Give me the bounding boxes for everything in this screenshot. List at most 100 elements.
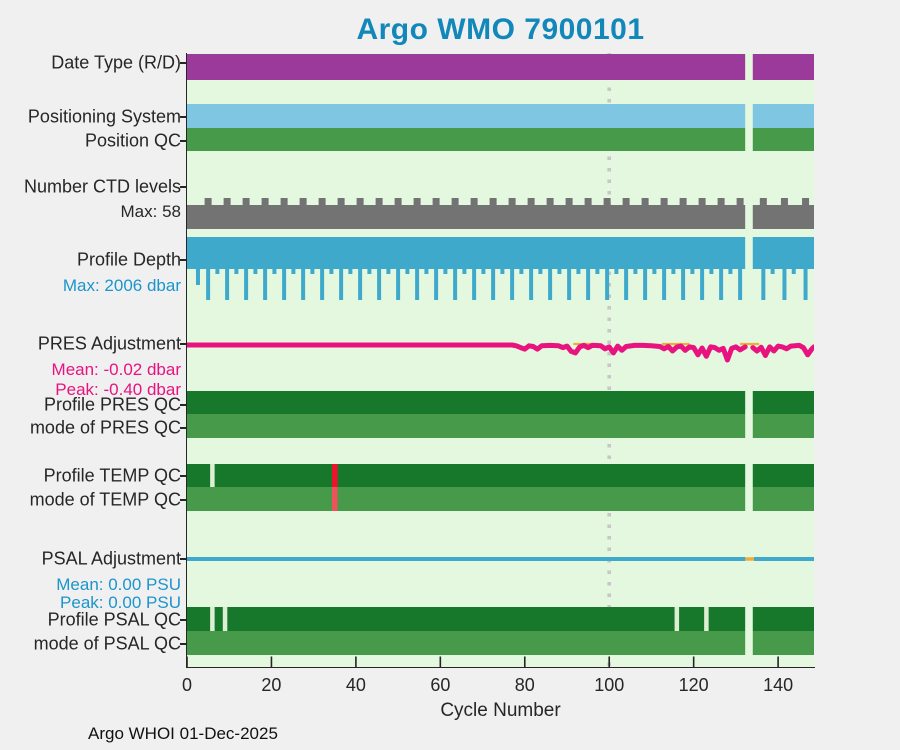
band-profile-pres-qc xyxy=(187,391,814,414)
ctd-bump xyxy=(698,198,706,205)
pres-adjustment-line xyxy=(187,342,748,363)
depth-spike xyxy=(738,269,743,300)
ctd-bump xyxy=(489,198,497,205)
y-tick xyxy=(180,62,186,64)
depth-stub xyxy=(272,269,277,274)
temp-flag-red-mode xyxy=(332,487,338,511)
pale-qc-flag xyxy=(222,607,228,631)
depth-spike xyxy=(567,269,572,300)
pale-qc-flag xyxy=(704,607,709,631)
band-profile-temp-qc xyxy=(187,464,814,487)
ctd-bump xyxy=(204,198,212,205)
x-tick-label-40: 40 xyxy=(345,675,366,695)
depth-spike xyxy=(586,269,591,300)
y-label-positioning-system: Positioning System xyxy=(27,106,181,127)
y-label-profile-psal-qc: Profile PSAL QC xyxy=(47,609,181,630)
depth-stub xyxy=(253,269,258,274)
depth-stub xyxy=(234,269,239,274)
depth-spike xyxy=(624,269,629,300)
depth-spike xyxy=(510,269,515,300)
x-axis-title: Cycle Number xyxy=(440,700,561,721)
y-label-pres-peak: Peak: -0.40 dbar xyxy=(55,380,181,399)
y-tick xyxy=(180,140,186,142)
ctd-bump xyxy=(603,198,611,205)
ctd-bump xyxy=(660,198,668,205)
figure-caption: Argo WHOI 01-Dec-2025 xyxy=(88,724,278,743)
depth-stub xyxy=(405,269,410,274)
y-label-ctd-max: Max: 58 xyxy=(120,202,181,221)
depth-spike xyxy=(529,269,534,300)
x-tick-label-120: 120 xyxy=(678,675,709,695)
band-mode-pres-qc xyxy=(187,414,814,438)
ctd-bump xyxy=(802,198,810,205)
y-label-psal-mean: Mean: 0.00 PSU xyxy=(56,575,181,594)
depth-spike xyxy=(803,269,808,300)
y-label-profile-temp-qc: Profile TEMP QC xyxy=(43,465,181,486)
depth-spike xyxy=(782,269,787,300)
depth-spike xyxy=(605,269,610,300)
depth-spike xyxy=(263,269,268,300)
x-tick-label-100: 100 xyxy=(594,675,625,695)
ctd-bump xyxy=(394,198,402,205)
depth-spike xyxy=(681,269,686,300)
y-label-mode-temp-qc: mode of TEMP QC xyxy=(29,489,181,510)
depth-stub xyxy=(310,269,315,274)
y-label-profile-pres-qc: Profile PRES QC xyxy=(43,394,181,415)
ctd-bump xyxy=(717,198,725,205)
depth-spike xyxy=(195,269,200,285)
ctd-bump xyxy=(527,198,535,205)
depth-spike xyxy=(225,269,230,300)
depth-stub xyxy=(709,269,714,274)
y-tick xyxy=(180,499,186,501)
ctd-bump xyxy=(242,198,250,205)
missing-cycle-gap xyxy=(745,53,753,667)
band-mode-psal-qc xyxy=(187,631,814,655)
ctd-bump xyxy=(375,198,383,205)
depth-stub xyxy=(614,269,619,274)
y-label-psal-peak: Peak: 0.00 PSU xyxy=(60,593,181,612)
depth-spike xyxy=(453,269,458,300)
y-label-pres-mean: Mean: -0.02 dbar xyxy=(51,360,181,379)
depth-stub xyxy=(386,269,391,274)
y-label-pres-adjustment: PRES Adjustment xyxy=(37,333,181,354)
depth-stub xyxy=(538,269,543,274)
x-axis-line xyxy=(185,666,815,669)
depth-stub xyxy=(500,269,505,274)
x-tick-label-80: 80 xyxy=(514,675,535,695)
depth-stub xyxy=(671,269,676,274)
y-tick xyxy=(180,116,186,118)
y-tick xyxy=(180,643,186,645)
depth-stub xyxy=(443,269,448,274)
ctd-bump xyxy=(546,198,554,205)
depth-spike xyxy=(301,269,306,300)
depth-stub xyxy=(424,269,429,274)
pale-qc-flag xyxy=(210,464,215,487)
depth-spike xyxy=(719,269,724,300)
y-tick xyxy=(180,558,186,560)
ctd-bump xyxy=(299,198,307,205)
ctd-bump xyxy=(622,198,630,205)
depth-stub xyxy=(770,269,775,274)
ctd-bump xyxy=(584,198,592,205)
plot-title: Argo WMO 7900101 xyxy=(356,13,645,46)
ctd-bump xyxy=(508,198,516,205)
y-label-number-ctd-levels: Number CTD levels xyxy=(23,176,181,197)
y-label-depth-max: Max: 2006 dbar xyxy=(62,276,181,295)
depth-stub xyxy=(728,269,733,274)
ctd-bump xyxy=(261,198,269,205)
band-positioning-system xyxy=(187,104,814,128)
depth-spike xyxy=(643,269,648,300)
depth-stub xyxy=(462,269,467,274)
y-tick xyxy=(180,475,186,477)
x-tick-label-60: 60 xyxy=(430,675,451,695)
y-tick xyxy=(180,619,186,621)
y-tick xyxy=(180,427,186,429)
band-position-qc xyxy=(187,128,814,151)
ctd-bump xyxy=(759,198,767,205)
depth-spike xyxy=(472,269,477,300)
depth-spike xyxy=(434,269,439,300)
depth-stub xyxy=(652,269,657,274)
band-profile-depth xyxy=(187,237,814,269)
ctd-bump xyxy=(679,198,687,205)
